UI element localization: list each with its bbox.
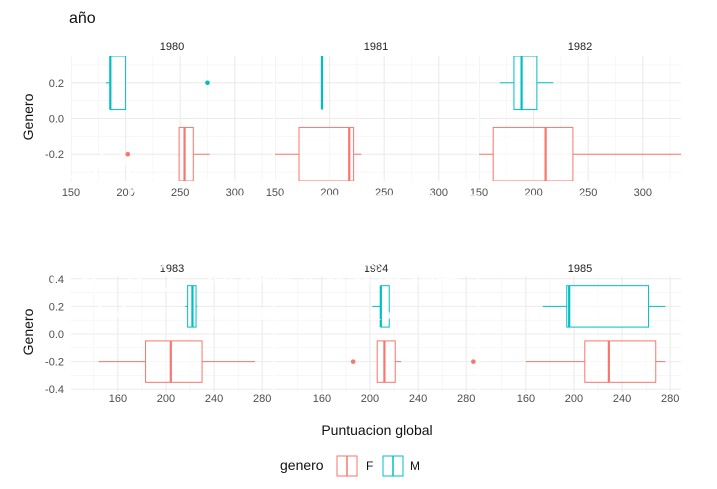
box-iqr [566, 285, 650, 328]
panel-1985: 1985 160 200 240 280 [479, 263, 681, 405]
x-tick-label: 200 [524, 187, 542, 199]
chart-title: año [69, 10, 96, 27]
x-tick-label: 240 [205, 393, 223, 405]
legend-label-f: F [366, 459, 373, 473]
watermark-logo: UNIVERSIDAD CENTRAL Vigilada Mineducació… [25, 145, 649, 325]
x-tick-label: 160 [517, 393, 535, 405]
panel-marks [98, 285, 255, 383]
y-tick-label: -0.4 [45, 384, 64, 396]
y-tick-label: 0.2 [49, 78, 64, 90]
y-tick-label: -0.2 [45, 149, 64, 161]
facet-label-1982: 1982 [568, 41, 592, 53]
box-iqr [513, 56, 538, 111]
x-tick-label: 280 [253, 393, 271, 405]
box-iqr [376, 340, 396, 383]
x-axis-label: Puntuacion global [321, 422, 432, 438]
box-m-1983 [185, 285, 198, 328]
box-m-1984 [372, 285, 390, 328]
box-f-1980 [125, 126, 210, 181]
y-tick-label: 0.0 [49, 114, 64, 126]
x-tick-label: 250 [375, 187, 393, 199]
watermark-line-3: Vigilada Mineducación [204, 305, 402, 325]
x-tick-label: 200 [361, 393, 379, 405]
x-tick-label: 240 [409, 393, 427, 405]
panel-1981: 1981 150 200 250 300 [266, 41, 477, 199]
outlier-point [350, 359, 356, 364]
y-tick-label: 0.0 [49, 329, 64, 341]
x-tick-label: 150 [62, 187, 80, 199]
box-iqr [145, 340, 203, 383]
panel-marks [350, 285, 476, 383]
legend-label-m: M [410, 459, 420, 473]
box-f-1983 [98, 340, 255, 383]
legend-title: genero [280, 457, 324, 473]
box-f-1981 [275, 126, 362, 181]
panel-marks [525, 285, 666, 383]
y-tick-label: -0.2 [45, 357, 64, 369]
x-tick-label: 250 [579, 187, 597, 199]
panel-marks [275, 56, 362, 181]
legend-key-m [382, 455, 404, 477]
panel-1984: 1984 160 200 240 280 [275, 263, 477, 405]
x-tick-label: 150 [266, 187, 284, 199]
facet-label-1980: 1980 [160, 41, 184, 53]
box-iqr [178, 126, 194, 181]
x-tick-label: 200 [565, 393, 583, 405]
flower-logo [25, 145, 199, 319]
panel-1982: 1982 150 200 250 300 [470, 41, 681, 199]
box-m-1985 [542, 285, 666, 328]
x-tick-label: 160 [109, 393, 127, 405]
outlier-point [205, 80, 210, 86]
watermark-line-1: UNIVERSIDAD [200, 184, 648, 252]
box-m-1982 [499, 56, 554, 111]
box-iqr [109, 56, 127, 111]
box-iqr [492, 126, 574, 181]
box-f-1982 [479, 126, 681, 181]
facet-label-1985: 1985 [568, 263, 592, 275]
x-tick-label: 300 [226, 187, 244, 199]
box-m-1980 [105, 56, 210, 111]
facet-label-1981: 1981 [364, 41, 388, 53]
x-tick-label: 300 [634, 187, 652, 199]
box-iqr [584, 340, 657, 383]
x-tick-label: 240 [613, 393, 631, 405]
panels-layer: 1980 150 200 250 300 1981 150 200 250 300 1982 150 2… [45, 41, 681, 405]
y-axis-label-top: Genero [20, 93, 36, 140]
x-tick-label: 280 [661, 393, 679, 405]
x-tick-label: 280 [457, 393, 475, 405]
y-tick-label: 0.2 [49, 301, 64, 313]
panel-marks [479, 56, 681, 181]
watermark-line-2: CENTRAL [200, 236, 459, 294]
box-f-1985 [525, 340, 666, 383]
outlier-point [471, 359, 476, 364]
x-tick-label: 150 [470, 187, 488, 199]
legend: genero F M [280, 455, 420, 477]
x-tick-label: 300 [430, 187, 448, 199]
x-tick-label: 160 [313, 393, 331, 405]
panel-marks [105, 56, 210, 181]
box-f-1984 [350, 340, 476, 383]
legend-key-f [336, 455, 358, 477]
y-axis-label-bottom: Genero [20, 308, 36, 355]
box-iqr [298, 126, 355, 181]
x-tick-label: 200 [320, 187, 338, 199]
facet-label-1984: 1984 [364, 263, 388, 275]
outlier-point [125, 151, 131, 157]
panel-grid [275, 276, 477, 392]
x-tick-label: 250 [171, 187, 189, 199]
x-tick-label: 200 [157, 393, 175, 405]
